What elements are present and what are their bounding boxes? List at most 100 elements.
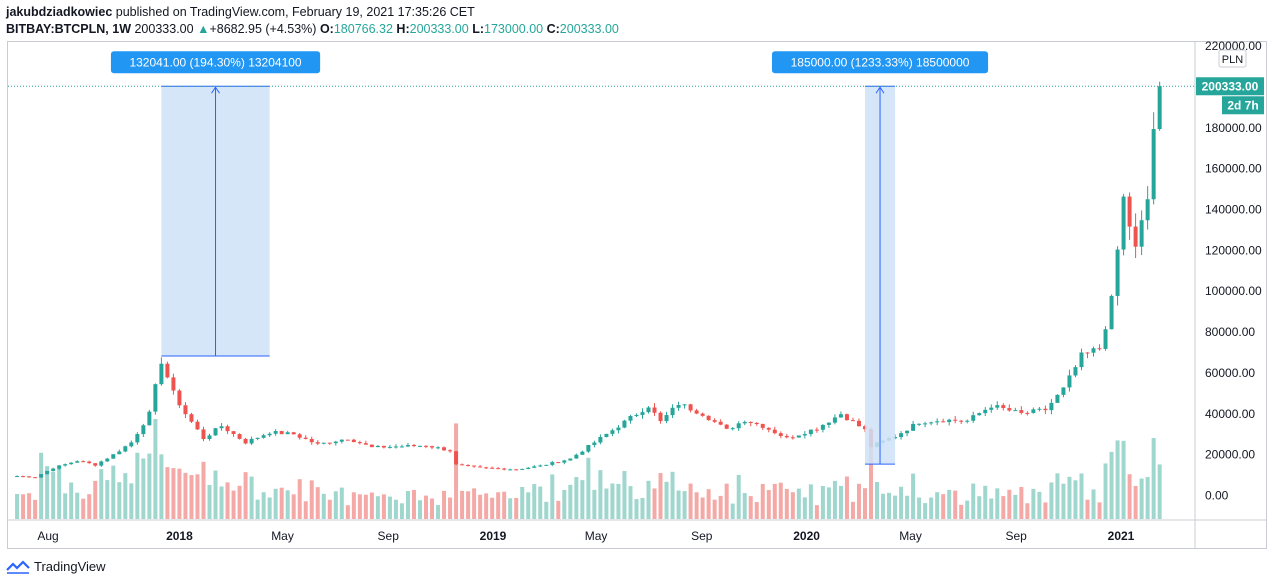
candle-body xyxy=(604,433,609,438)
volume-bar xyxy=(63,493,68,519)
candle-body xyxy=(826,422,831,425)
chart-frame[interactable] xyxy=(7,41,1267,549)
volume-bar xyxy=(141,458,146,519)
candle-body xyxy=(724,424,729,429)
time-tick-label: May xyxy=(899,529,922,543)
last-price-tag xyxy=(1196,77,1264,96)
candle-body xyxy=(339,439,344,442)
volume-bar xyxy=(448,497,453,519)
candle-body xyxy=(1115,249,1120,296)
candle-body xyxy=(315,442,320,444)
volume-bar xyxy=(315,487,320,519)
candle-body xyxy=(411,445,416,447)
candle-body xyxy=(568,458,573,461)
candle-body xyxy=(814,429,819,431)
candle-body xyxy=(574,454,579,459)
candle-body xyxy=(51,468,56,471)
candle-body xyxy=(544,464,549,466)
volume-bar xyxy=(508,498,513,519)
candle-body xyxy=(141,425,146,435)
candle-body xyxy=(261,435,266,438)
candle-body xyxy=(694,410,699,414)
volume-bar xyxy=(69,482,74,519)
candle-body xyxy=(219,426,224,429)
candle-body xyxy=(369,444,374,448)
volume-bar xyxy=(1109,451,1114,519)
candle-body xyxy=(201,429,206,440)
candle-body xyxy=(81,461,86,463)
volume-bar xyxy=(844,476,849,519)
volume-bar xyxy=(826,487,831,519)
volume-bar xyxy=(1037,491,1042,519)
candle-body xyxy=(550,462,555,465)
volume-bar xyxy=(159,454,164,519)
volume-bar xyxy=(339,487,344,519)
annotation-layer[interactable]: 132041.00 (194.30%) 13204100 185000.00 (1… xyxy=(110,51,989,465)
volume-bar xyxy=(111,465,116,519)
volume-bar xyxy=(255,499,260,519)
volume-bar xyxy=(195,474,200,519)
volume-bar xyxy=(405,491,410,519)
volume-bar xyxy=(297,479,302,519)
candle-body xyxy=(484,467,489,469)
volume-bar xyxy=(905,495,910,519)
volume-bar xyxy=(1127,474,1132,519)
volume-bar xyxy=(57,468,62,519)
candle-body xyxy=(802,434,807,436)
volume-bar xyxy=(1001,496,1006,519)
candle-body xyxy=(21,476,26,478)
volume-bar xyxy=(375,496,380,519)
candle-body xyxy=(183,405,188,415)
volume-bar xyxy=(351,492,356,519)
axis-layer[interactable]: 0.00 20000.00 40000.00 60000.00 80000.00 1000… xyxy=(8,39,1266,548)
volume-bar xyxy=(45,466,50,519)
volume-bar xyxy=(460,490,465,519)
candle-body xyxy=(490,467,495,469)
candle-body xyxy=(466,464,471,466)
volume-bar xyxy=(772,483,777,519)
candle-body xyxy=(237,434,242,439)
volume-bar xyxy=(1151,438,1156,519)
candle-body xyxy=(778,433,783,436)
volume-bar xyxy=(472,488,477,519)
volume-bar xyxy=(712,499,717,519)
candle-body xyxy=(1055,394,1060,403)
candle-body xyxy=(1019,410,1024,413)
tradingview-brand[interactable]: TradingView xyxy=(6,559,106,574)
candle-body xyxy=(321,442,326,444)
currency-unit-box[interactable] xyxy=(1218,49,1247,68)
candle-body xyxy=(1061,387,1066,395)
symbol-label[interactable]: BITBAY:BTCPLN, 1W xyxy=(6,22,131,36)
candle-body xyxy=(953,419,958,421)
candle-body xyxy=(736,423,741,429)
candle-body xyxy=(929,422,934,424)
candle-body xyxy=(1049,402,1054,411)
candle-body xyxy=(436,447,441,449)
volume-bar xyxy=(1013,494,1018,519)
time-tick-label: 2021 xyxy=(1108,529,1135,543)
candle-body xyxy=(297,434,302,438)
author-name[interactable]: jakubdziadkowiec xyxy=(6,5,113,19)
candle-body xyxy=(207,435,212,440)
candle-body xyxy=(1085,352,1090,354)
ohlc-legend: BITBAY:BTCPLN, 1W 200333.00 ▲+8682.95 (+… xyxy=(6,22,619,36)
volume-bar xyxy=(875,481,880,519)
price-tick-label: 40000.00 xyxy=(1205,407,1255,421)
volume-bar xyxy=(971,483,976,519)
candle-body xyxy=(514,469,519,471)
candle-body xyxy=(309,438,314,443)
candle-body xyxy=(189,414,194,422)
candle-body xyxy=(808,429,813,435)
high-value: 200333.00 xyxy=(409,22,469,36)
time-tick-label: Sep xyxy=(378,529,400,543)
price-tick-label: 120000.00 xyxy=(1205,243,1262,257)
candle-body xyxy=(27,476,32,478)
volume-bar xyxy=(1121,440,1126,519)
volume-bar xyxy=(363,494,368,519)
volume-bar xyxy=(850,501,855,519)
candle-body xyxy=(688,404,693,411)
volume-bar xyxy=(123,473,128,519)
candle-body xyxy=(580,451,585,455)
candle-body xyxy=(159,363,164,385)
